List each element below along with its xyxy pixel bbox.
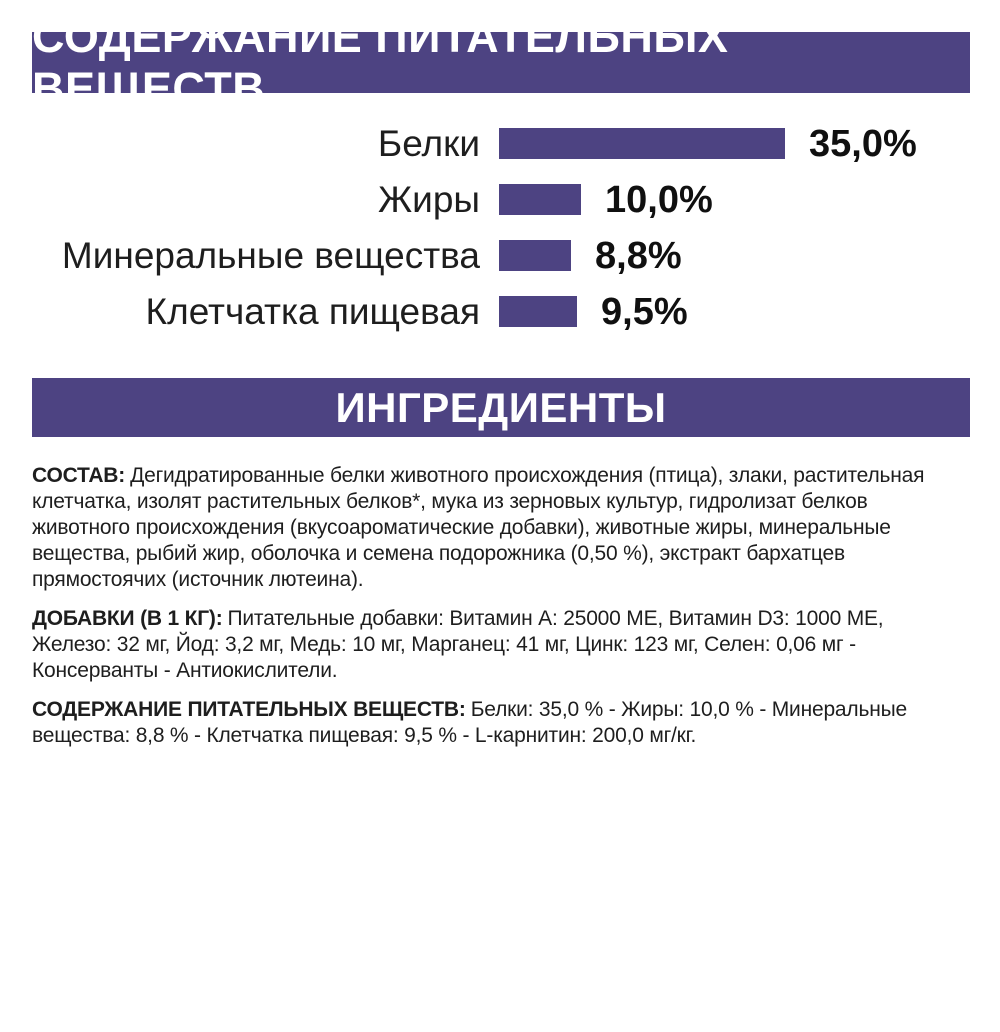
nutrition-banner-title: СОДЕРЖАНИЕ ПИТАТЕЛЬНЫХ ВЕЩЕСТВ xyxy=(32,10,729,114)
nutrient-content-text: Белки: 35,0 % - Жиры: 10,0 % - Минеральн… xyxy=(32,698,907,747)
bar-value-proteins: 35,0% xyxy=(809,122,917,165)
ingredients-banner-title: ИНГРЕДИЕНТЫ xyxy=(335,383,667,431)
chart-row: Минеральные вещества 8,8% xyxy=(0,235,1000,276)
ingredients-banner: ИНГРЕДИЕНТЫ xyxy=(32,378,970,437)
nutrition-chart: Белки 35,0% Жиры 10,0% Минеральные вещес… xyxy=(0,123,1000,332)
bar-fats xyxy=(499,184,581,215)
bar-value-fiber: 9,5% xyxy=(601,290,688,333)
composition-text: Дегидратированные белки животного происх… xyxy=(32,464,925,591)
nutrient-content-paragraph: СОДЕРЖАНИЕ ПИТАТЕЛЬНЫХ ВЕЩЕСТВ: Белки: 35… xyxy=(32,697,952,749)
composition-label: СОСТАВ: xyxy=(32,464,126,487)
bar-fiber xyxy=(499,296,577,327)
bar-label-fats: Жиры xyxy=(377,179,480,220)
additives-paragraph: ДОБАВКИ (В 1 КГ): Питательные добавки: Ви… xyxy=(32,606,952,684)
ingredients-text-block: СОСТАВ: Дегидратированные белки животного… xyxy=(32,463,952,749)
composition-paragraph: СОСТАВ: Дегидратированные белки животного… xyxy=(32,463,952,593)
nutrient-content-label: СОДЕРЖАНИЕ ПИТАТЕЛЬНЫХ ВЕЩЕСТВ: xyxy=(32,698,466,721)
chart-row: Белки 35,0% xyxy=(0,123,1000,164)
additives-label: ДОБАВКИ (В 1 КГ): xyxy=(32,607,223,630)
bar-proteins xyxy=(499,128,785,159)
bar-label-minerals: Минеральные вещества xyxy=(61,235,480,276)
chart-row: Жиры 10,0% xyxy=(0,179,1000,220)
additives-text: Питательные добавки: Витамин А: 25000 МЕ… xyxy=(32,607,884,682)
bar-label-proteins: Белки xyxy=(377,123,480,164)
bar-value-fats: 10,0% xyxy=(605,178,713,221)
chart-row: Клетчатка пищевая 9,5% xyxy=(0,291,1000,332)
nutrition-banner: СОДЕРЖАНИЕ ПИТАТЕЛЬНЫХ ВЕЩЕСТВ xyxy=(32,11,970,114)
bar-minerals xyxy=(499,240,571,271)
bar-value-minerals: 8,8% xyxy=(595,234,682,277)
bar-label-fiber: Клетчатка пищевая xyxy=(145,291,480,332)
